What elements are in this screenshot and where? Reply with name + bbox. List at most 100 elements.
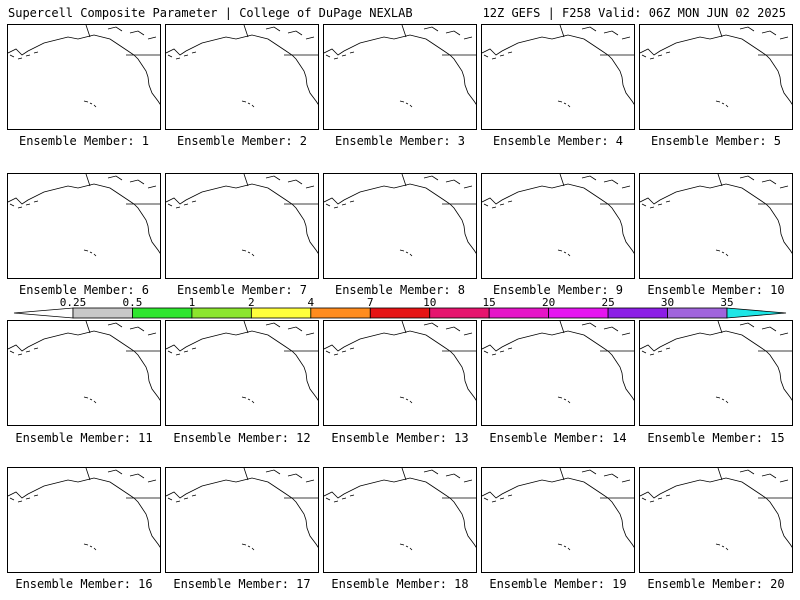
member-label: Ensemble Member: 2	[176, 134, 308, 148]
map-outline	[640, 468, 792, 551]
coastline	[715, 249, 729, 257]
coastline	[241, 396, 255, 404]
coastline	[557, 100, 571, 108]
member-label: Ensemble Member: 20	[647, 577, 785, 591]
coastline	[83, 100, 97, 108]
coastline	[717, 321, 792, 352]
coastline	[399, 396, 413, 404]
coastline	[325, 494, 355, 503]
colorbar-tick-label: 2	[248, 296, 255, 309]
map-outline	[166, 321, 318, 404]
coastline	[9, 200, 39, 209]
colorbar-graphic	[13, 307, 787, 319]
colorbar-tick-label: 0.5	[122, 296, 143, 309]
map-outline	[8, 321, 160, 404]
coastline	[641, 51, 671, 60]
coastline	[401, 321, 476, 352]
coastline	[85, 468, 160, 499]
map-outline	[324, 174, 476, 257]
colorbar-swatch	[369, 307, 431, 319]
coastline	[324, 34, 476, 105]
coastline	[581, 175, 631, 189]
ensemble-map-panel[interactable]	[323, 24, 477, 130]
coastline	[8, 183, 160, 254]
coastline	[423, 175, 473, 189]
coastline	[9, 494, 39, 503]
coastline	[324, 183, 476, 254]
ensemble-map-panel[interactable]	[7, 320, 161, 426]
coastline	[166, 477, 318, 548]
ensemble-map-panel[interactable]	[165, 320, 319, 426]
map-outline	[640, 321, 792, 404]
coastline	[482, 183, 634, 254]
ensemble-map-panel[interactable]	[7, 467, 161, 573]
ensemble-map-panel[interactable]	[639, 320, 793, 426]
map-outline	[482, 321, 634, 404]
ensemble-map-panel[interactable]	[323, 173, 477, 279]
coastline	[243, 468, 318, 499]
member-label: Ensemble Member: 19	[489, 577, 627, 591]
coastline	[9, 347, 39, 356]
coastline	[423, 469, 473, 483]
coastline	[401, 174, 476, 205]
ensemble-map-panel[interactable]	[481, 467, 635, 573]
coastline	[166, 183, 318, 254]
coastline	[482, 34, 634, 105]
coastline	[739, 469, 789, 483]
colorbar-swatch	[667, 307, 728, 319]
coastline	[401, 25, 476, 56]
ensemble-map-panel[interactable]	[7, 173, 161, 279]
coastline	[559, 174, 634, 205]
ensemble-map-panel[interactable]	[639, 173, 793, 279]
map-outline	[166, 25, 318, 108]
member-label: Ensemble Member: 14	[489, 431, 627, 445]
coastline	[243, 25, 318, 56]
coastline	[265, 26, 315, 40]
coastline	[83, 249, 97, 257]
coastline	[559, 321, 634, 352]
coastline	[717, 468, 792, 499]
ensemble-map-panel[interactable]	[639, 467, 793, 573]
ensemble-map-panel[interactable]	[323, 467, 477, 573]
coastline	[167, 347, 197, 356]
ensemble-map-panel[interactable]	[481, 320, 635, 426]
ensemble-map-panel[interactable]	[481, 24, 635, 130]
ensemble-map-panel[interactable]	[481, 173, 635, 279]
ensemble-map-panel[interactable]	[323, 320, 477, 426]
coastline	[167, 51, 197, 60]
coastline	[482, 477, 634, 548]
coastline	[324, 477, 476, 548]
map-outline	[166, 174, 318, 257]
map-outline	[640, 174, 792, 257]
coastline	[483, 494, 513, 503]
colorbar-tick-label: 10	[423, 296, 437, 309]
coastline	[483, 51, 513, 60]
member-label: Ensemble Member: 5	[650, 134, 782, 148]
colorbar-tick-label: 4	[307, 296, 315, 309]
colorbar-tick-label: 15	[482, 296, 496, 309]
valid-time-label: 12Z GEFS | F258 Valid: 06Z MON JUN 02 20…	[482, 6, 786, 20]
member-label: Ensemble Member: 7	[176, 283, 308, 297]
coastline	[559, 468, 634, 499]
map-outline	[8, 25, 160, 108]
coastline	[399, 543, 413, 551]
coastline	[559, 25, 634, 56]
colorbar-tick-label: 20	[542, 296, 556, 309]
coastline	[243, 321, 318, 352]
map-outline	[482, 174, 634, 257]
member-label: Ensemble Member: 13	[331, 431, 469, 445]
coastline	[739, 322, 789, 336]
map-outline	[8, 468, 160, 551]
member-label: Ensemble Member: 1	[18, 134, 150, 148]
ensemble-map-panel[interactable]	[165, 24, 319, 130]
coastline	[243, 174, 318, 205]
colorbar-swatch	[548, 307, 609, 319]
member-label: Ensemble Member: 16	[15, 577, 153, 591]
ensemble-map-panel[interactable]	[165, 467, 319, 573]
coastline	[715, 100, 729, 108]
ensemble-map-panel[interactable]	[7, 24, 161, 130]
coastline	[325, 51, 355, 60]
member-label: Ensemble Member: 3	[334, 134, 466, 148]
ensemble-map-panel[interactable]	[165, 173, 319, 279]
ensemble-map-panel[interactable]	[639, 24, 793, 130]
